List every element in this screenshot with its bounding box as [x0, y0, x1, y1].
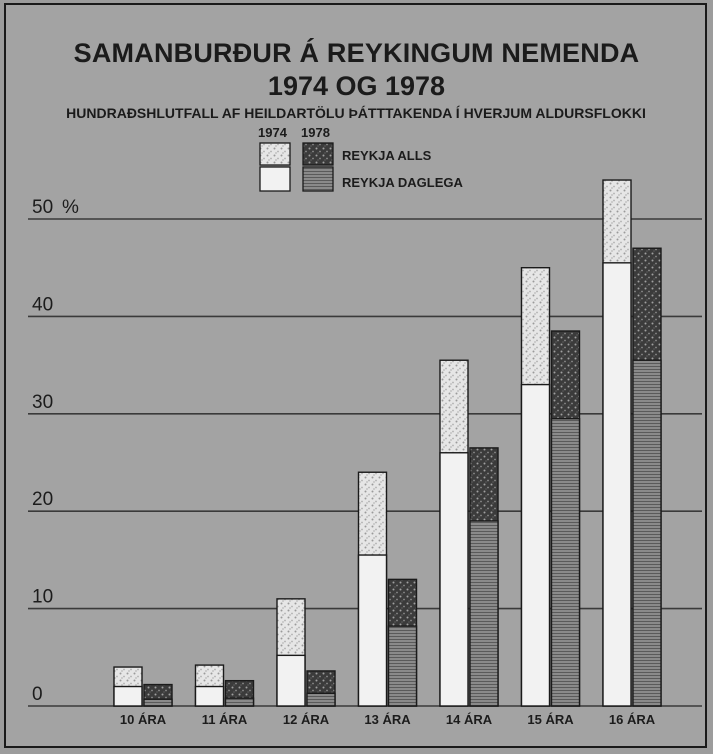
y-tick-label: 30 [32, 392, 53, 413]
bar-1978-daily [550, 417, 581, 707]
bar-1974-daily [520, 383, 551, 707]
legend: 1974 1978 REYKJA ALLS REYKJA DAGLEGA [258, 125, 463, 192]
legend-swatch-1978-daily [302, 166, 334, 192]
x-tick-label: 11 ÁRA [202, 712, 248, 727]
y-axis: 0 10 20 30 40 50% [32, 197, 79, 705]
bar-1974-daily [113, 685, 143, 707]
y-axis-label: HUNDRAÐSHLUTFALL AF HEILDARTÖLU ÞÁTTTAKE… [66, 105, 646, 121]
y-tick-label: 20 [32, 489, 53, 510]
y-tick-label: 50 [32, 197, 53, 218]
chart-title: SAMANBURÐUR Á REYKINGUM NEMENDA [73, 38, 640, 68]
bar-1978-daily [143, 698, 173, 707]
bar-1978-daily [387, 625, 418, 707]
x-tick-label: 15 ÁRA [527, 712, 574, 727]
bar-1974-daily [357, 554, 388, 707]
legend-swatch-1974-daily [259, 166, 291, 192]
x-tick-label: 10 ÁRA [120, 712, 167, 727]
legend-year-1974: 1974 [258, 125, 288, 140]
bar-1974-daily [439, 452, 469, 707]
x-tick-label: 14 ÁRA [446, 712, 493, 727]
legend-label-total: REYKJA ALLS [342, 148, 432, 163]
y-tick-label: 0 [32, 684, 43, 705]
y-tick-label: 10 [32, 587, 53, 608]
bar-1978-daily [469, 520, 499, 707]
legend-swatch-1974-total [259, 142, 291, 166]
bar-1974-daily [602, 262, 632, 707]
bars [113, 179, 662, 707]
bar-1974-daily [194, 685, 225, 707]
x-axis: 10 ÁRA 11 ÁRA 12 ÁRA 13 ÁRA 14 ÁRA 15 ÁRA 16 Á… [120, 712, 656, 727]
y-tick-label: 40 [32, 294, 53, 315]
chart-title-years: 1974 OG 1978 [267, 71, 446, 101]
legend-swatch-1978-total [302, 142, 334, 166]
x-tick-label: 16 ÁRA [609, 712, 656, 727]
bar-1978-daily [306, 692, 336, 707]
legend-year-1978: 1978 [301, 125, 330, 140]
bar-1978-daily [224, 697, 255, 707]
bar-1978-daily [632, 359, 662, 707]
chart-frame [4, 3, 707, 748]
x-tick-label: 13 ÁRA [364, 712, 411, 727]
bar-1974-daily [276, 654, 306, 707]
y-unit-label: % [62, 197, 79, 218]
legend-label-daily: REYKJA DAGLEGA [342, 175, 463, 190]
x-tick-label: 12 ÁRA [283, 712, 330, 727]
